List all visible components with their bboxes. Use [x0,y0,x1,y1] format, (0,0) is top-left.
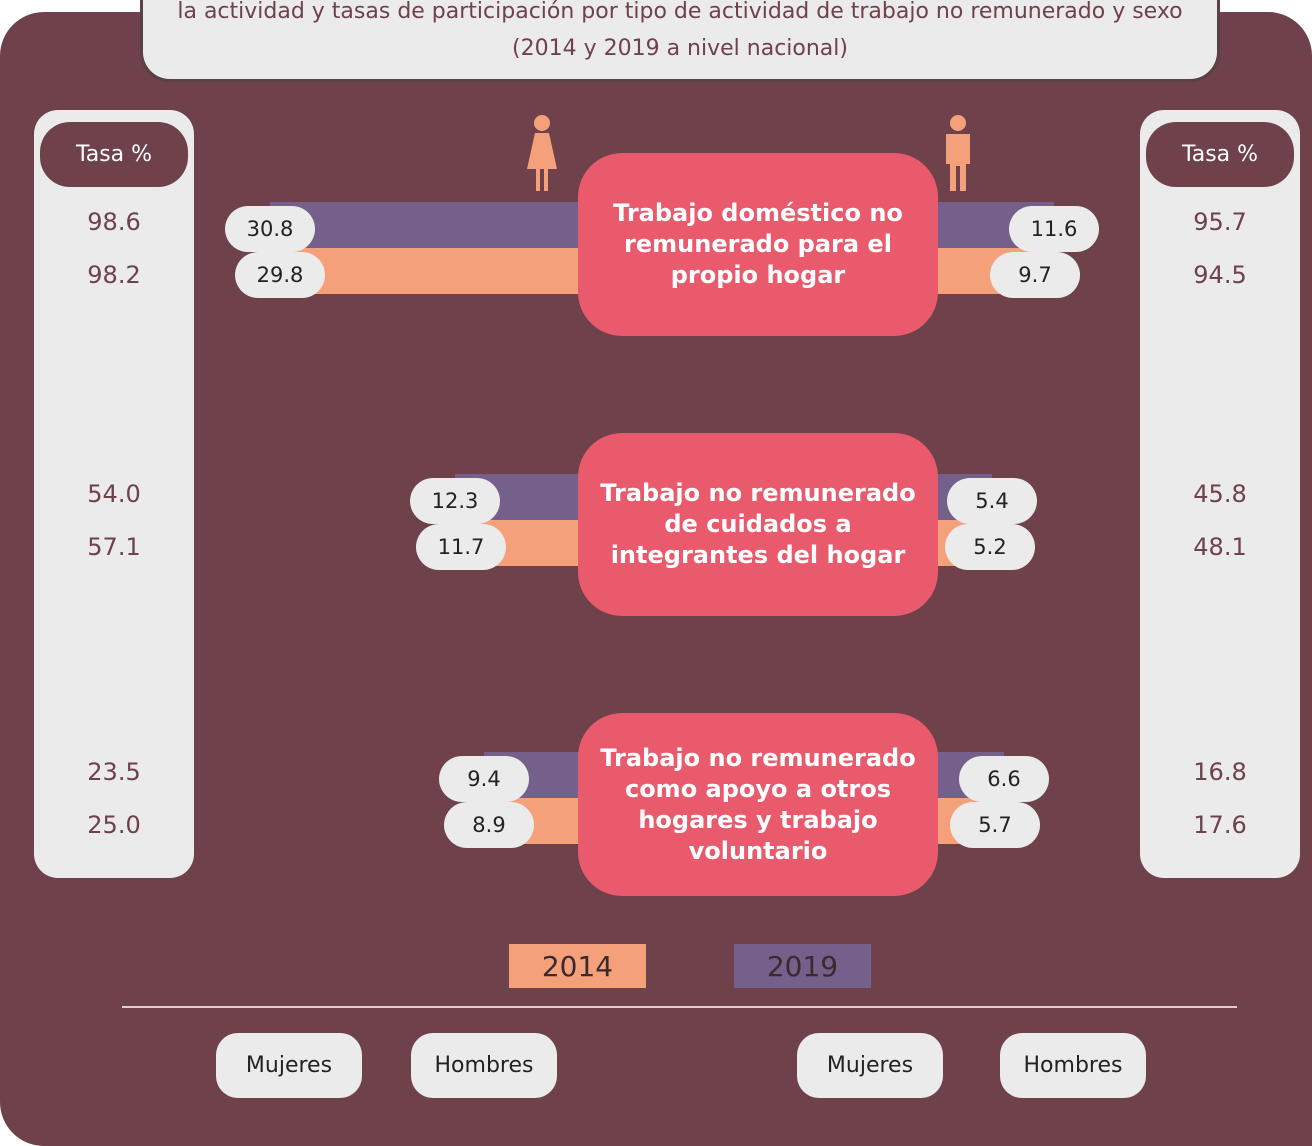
rate-label: 94.5 [1193,261,1247,289]
category-box: Trabajo doméstico no remunerado para el … [578,153,938,336]
value-label: 9.4 [439,756,529,802]
value-label: 9.7 [990,252,1080,298]
legend-item: 2019 [734,944,871,988]
rate-label: 98.6 [87,208,141,236]
button[interactable]: Hombres [411,1033,557,1098]
rate-header: Tasa % [1146,122,1294,187]
rate-label: 57.1 [87,533,141,561]
rate-label: 25.0 [87,811,141,839]
category-box: Trabajo no remunerado como apoyo a otros… [578,713,938,896]
rate-column [1140,110,1300,878]
bar [280,248,618,294]
rate-label: 54.0 [87,480,141,508]
rate-label: 98.2 [87,261,141,289]
value-label: 30.8 [225,206,315,252]
value-label: 11.6 [1009,206,1099,252]
rate-label: 16.8 [1193,758,1247,786]
title: la actividad y tasas de participación po… [140,0,1220,82]
button[interactable]: Mujeres [216,1033,362,1098]
rate-label: 48.1 [1193,533,1247,561]
rate-label: 95.7 [1193,208,1247,236]
rate-label: 45.8 [1193,480,1247,508]
value-label: 5.7 [950,802,1040,848]
button[interactable]: Mujeres [797,1033,943,1098]
button[interactable]: Hombres [1000,1033,1146,1098]
rate-label: 17.6 [1193,811,1247,839]
rate-label: 23.5 [87,758,141,786]
value-label: 29.8 [235,252,325,298]
value-label: 8.9 [444,802,534,848]
value-label: 6.6 [959,756,1049,802]
value-label: 5.2 [945,524,1035,570]
value-label: 5.4 [947,478,1037,524]
woman-icon [527,115,557,191]
rate-header: Tasa % [40,122,188,187]
value-label: 12.3 [410,478,500,524]
man-icon [946,115,970,191]
category-box: Trabajo no remunerado de cuidados a inte… [578,433,938,616]
value-label: 11.7 [416,524,506,570]
bar [270,202,618,248]
rate-column [34,110,194,878]
divider [122,1006,1237,1008]
legend-item: 2014 [509,944,646,988]
